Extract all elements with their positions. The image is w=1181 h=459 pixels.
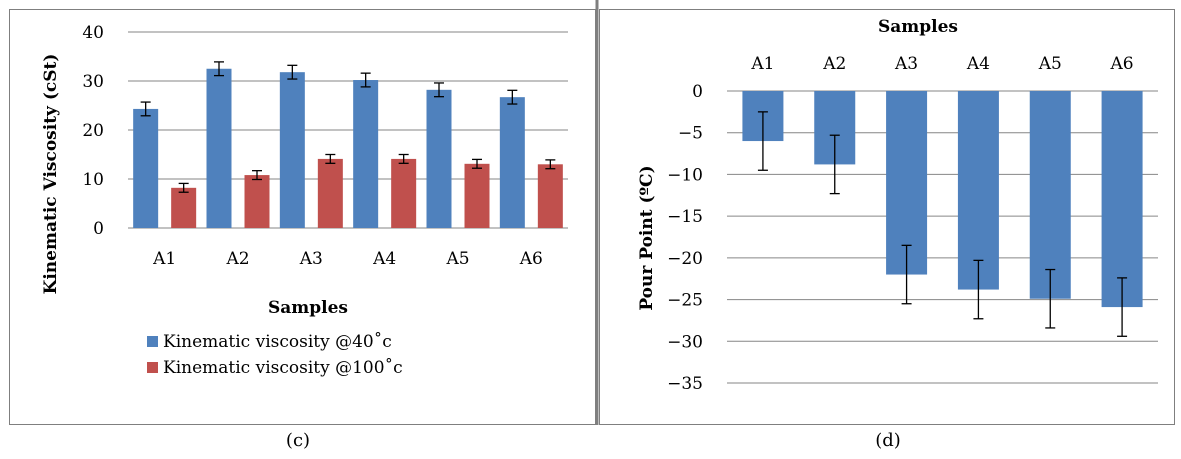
y-tick-label: −10 (667, 165, 703, 185)
y-tick-label: −20 (667, 249, 703, 269)
legend-swatch-40c (147, 336, 158, 347)
panel-c-chart: 0 10 20 30 40 A1 A2 A3 A4 A5 A6 (82, 23, 568, 269)
bar (426, 89, 452, 228)
y-tick-label: 0 (93, 219, 104, 239)
x-tick-label: A6 (1110, 54, 1134, 74)
panel-c-caption: (c) (286, 430, 310, 451)
bar (133, 108, 159, 228)
y-tick-label: −5 (678, 124, 703, 144)
x-tick-label: A1 (750, 54, 774, 74)
bar (537, 164, 563, 228)
bar (353, 80, 379, 229)
bar (171, 187, 197, 228)
panel-d-caption: (d) (875, 430, 901, 451)
x-tick-label: A4 (966, 54, 990, 74)
panel-d-chart: 0 −5 −10 −15 −20 −25 −30 −35 A1 A2 A3 A4 A5 A6 (667, 54, 1158, 394)
y-tick-label: −15 (667, 207, 703, 227)
panel-d-ylabel: Pour Point (ºC) (637, 165, 657, 310)
y-tick-label: 10 (82, 170, 104, 190)
x-tick-label: A1 (152, 249, 176, 269)
bar (499, 97, 525, 228)
x-tick-label: A4 (372, 249, 396, 269)
bar (1029, 91, 1071, 299)
bar (1101, 91, 1143, 308)
y-tick-label: −30 (667, 332, 703, 352)
x-tick-label: A6 (519, 249, 543, 269)
y-tick-label: −35 (667, 374, 703, 394)
panel-d-xlabel: Samples (878, 17, 958, 37)
bar (206, 68, 232, 228)
bar (317, 158, 343, 228)
bar (957, 91, 999, 290)
y-tick-label: 40 (82, 23, 104, 43)
panel-c-ylabel: Kinematic Viscosity (cSt) (41, 54, 61, 295)
x-tick-label: A5 (1038, 54, 1062, 74)
x-tick-label: A3 (894, 54, 918, 74)
legend-label-100c: Kinematic viscosity @100˚c (163, 358, 403, 378)
y-tick-label: 20 (82, 121, 104, 141)
bar (244, 175, 270, 228)
bar (464, 163, 490, 228)
panel-d-frame (599, 9, 1175, 425)
legend-swatch-100c (147, 362, 158, 373)
x-tick-label: A2 (225, 249, 249, 269)
x-tick-label: A2 (822, 54, 846, 74)
legend-label-40c: Kinematic viscosity @40˚c (163, 332, 392, 352)
bar (279, 72, 305, 229)
panel-c-xlabel: Samples (268, 298, 348, 318)
bar (391, 158, 417, 228)
bar (886, 91, 928, 275)
y-tick-label: −25 (667, 291, 703, 311)
y-tick-label: 0 (692, 82, 703, 102)
x-tick-label: A5 (445, 249, 469, 269)
x-tick-label: A3 (299, 249, 323, 269)
y-tick-label: 30 (82, 72, 104, 92)
